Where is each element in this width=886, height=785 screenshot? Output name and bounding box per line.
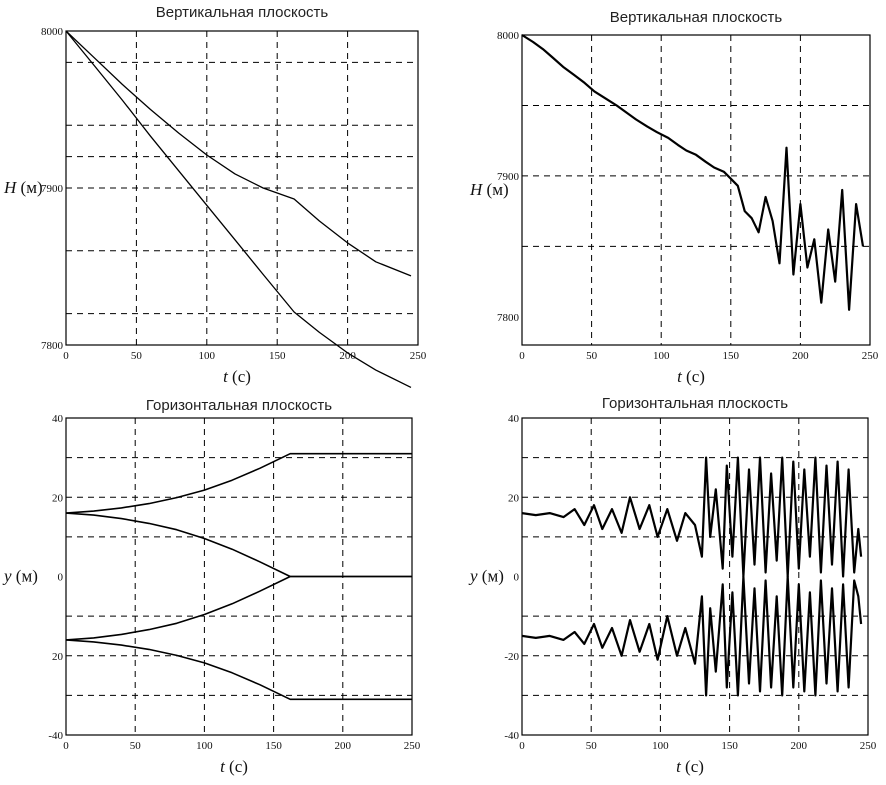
y-axis-label: H (м) [469,180,509,199]
y-tick-label: -20 [504,651,519,663]
series-line-4 [65,639,412,701]
chart-title: Горизонтальная плоскость [602,395,788,412]
y-axis-label: y (м) [2,567,38,586]
y-tick-label: 8000 [497,30,520,42]
x-tick-label: 150 [265,740,282,752]
series-line-2 [65,30,412,388]
series-line-2 [65,512,412,578]
x-tick-label: 0 [519,350,525,362]
x-tick-label: 150 [269,350,286,362]
chart-title: Вертикальная плоскость [156,4,329,21]
x-tick-label: 100 [199,350,216,362]
y-tick-label: 0 [58,572,64,584]
chart-panel-1: 0 50 100 150 200 250 7800 7900 8000 Вертикальная … [3,4,427,388]
x-tick-label: 150 [723,350,740,362]
x-tick-label: 50 [586,350,598,362]
y-tick-label: 0 [514,572,520,584]
x-tick-label: 200 [792,350,809,362]
x-tick-label: 100 [652,740,669,752]
series-line-1 [521,456,863,578]
x-axis-label: t (с) [220,757,248,776]
y-tick-label: 8000 [41,26,64,38]
y-axis-label: H (м) [3,178,43,197]
x-tick-label: 250 [404,740,421,752]
plot-frame [65,30,419,346]
x-tick-label: 50 [131,350,143,362]
x-tick-label: 0 [63,350,69,362]
y-tick-label: -40 [48,730,63,742]
x-tick-label: 0 [63,740,69,752]
series-line-1 [65,30,412,277]
x-tick-label: 250 [862,350,879,362]
x-tick-label: 100 [196,740,213,752]
x-tick-label: 0 [519,740,525,752]
x-tick-label: 50 [586,740,598,752]
y-tick-label: 20 [508,492,520,504]
plot-frame [521,417,869,736]
y-tick-label: 20 [52,492,64,504]
x-tick-label: 100 [653,350,670,362]
y-tick-label: 40 [508,413,520,425]
series-line-1 [65,452,412,514]
chart-panel-3: 0 50 100 150 200 250-402002040Горизонтальная … [2,397,421,776]
y-tick-label: 7800 [41,340,64,352]
series-line-2 [521,575,863,697]
y-tick-label: 40 [52,413,64,425]
x-tick-label: 150 [721,740,738,752]
y-tick-label: 20 [52,651,64,663]
y-tick-label: 7900 [497,171,520,183]
chart-panel-2: 0 50 100 150 200 250 7800 7900 8000 Вертикальная … [469,9,879,386]
x-tick-label: 250 [410,350,427,362]
y-tick-label: 7900 [41,183,64,195]
x-axis-label: t (с) [677,367,705,386]
plot-frame [521,34,871,346]
x-tick-label: 250 [860,740,877,752]
y-tick-label: 7800 [497,312,520,324]
x-axis-label: t (с) [223,367,251,386]
series-line-1 [521,34,865,311]
y-tick-label: -40 [504,730,519,742]
chart-panel-4: 0 50 100 150 200 250 -40 -20 0 20 40 Горизонтальная… [468,395,877,776]
x-axis-label: t (с) [676,757,704,776]
chart-title: Вертикальная плоскость [610,9,783,26]
x-tick-label: 50 [130,740,142,752]
x-tick-label: 200 [335,740,352,752]
y-axis-label: y (м) [468,567,504,586]
x-tick-label: 200 [339,350,356,362]
chart-title: Горизонтальная плоскость [146,397,332,414]
x-tick-label: 200 [791,740,808,752]
series-line-3 [65,575,412,641]
